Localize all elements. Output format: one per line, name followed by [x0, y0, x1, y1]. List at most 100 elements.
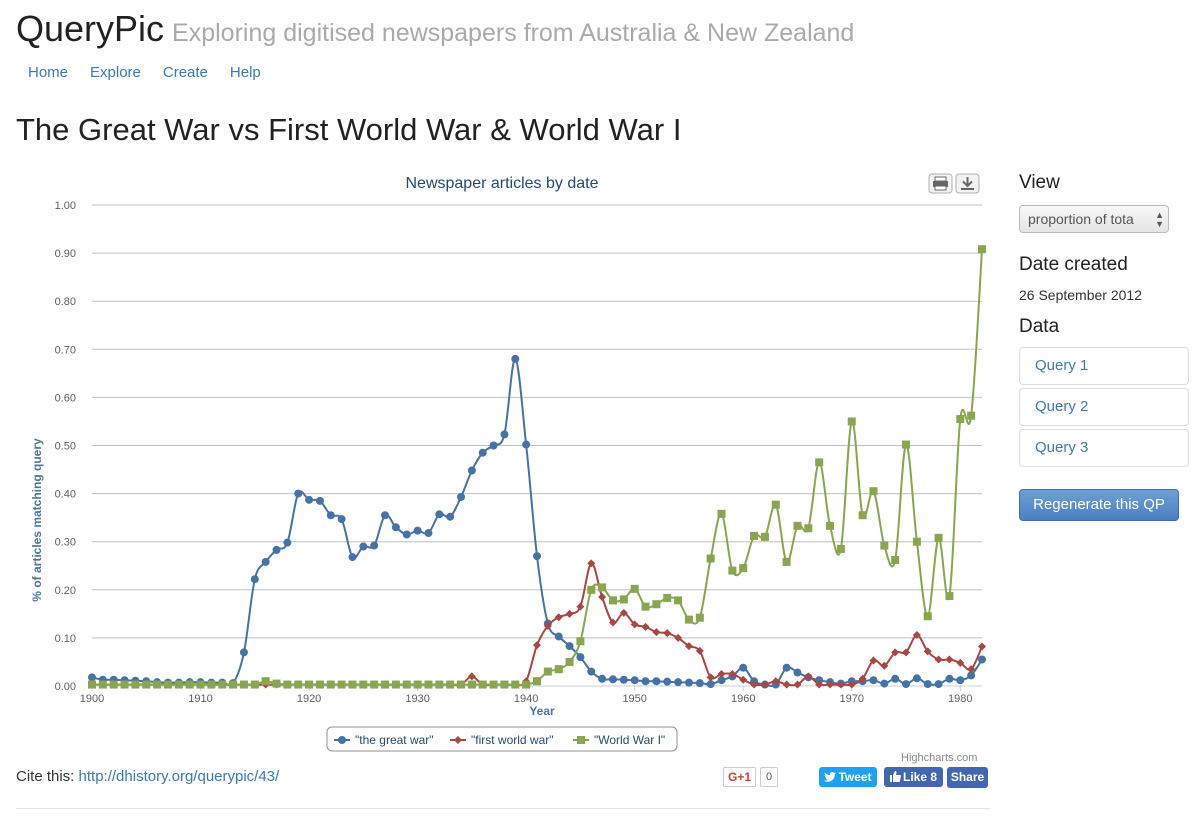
- data-point: [706, 554, 715, 563]
- data-point: [684, 642, 693, 651]
- nav-create-link[interactable]: Create: [162, 64, 208, 81]
- data-point: [923, 647, 932, 656]
- chart-series: [88, 245, 986, 689]
- data-point: [674, 596, 683, 605]
- data-point: [717, 676, 726, 685]
- legend-item-world-war-i[interactable]: "World War I": [573, 733, 665, 747]
- y-tick-label: 0.00: [55, 681, 76, 693]
- data-point: [630, 584, 639, 593]
- data-point: [543, 667, 552, 676]
- data-point: [869, 676, 878, 685]
- data-point: [912, 631, 921, 640]
- date-created-heading: Date created: [1019, 254, 1128, 275]
- data-point: [750, 531, 759, 540]
- nav-explore-link[interactable]: Explore: [90, 64, 141, 81]
- data-point: [945, 592, 954, 601]
- data-point: [326, 680, 335, 689]
- data-point: [598, 583, 607, 592]
- data-point: [652, 677, 661, 686]
- data-point: [902, 648, 911, 657]
- data-point: [652, 600, 661, 609]
- data-point: [294, 489, 303, 498]
- data-point: [880, 661, 889, 670]
- query-2-link[interactable]: Query 2: [1019, 388, 1189, 426]
- nav-help-link[interactable]: Help: [229, 64, 261, 81]
- data-point: [467, 672, 476, 681]
- data-point: [381, 511, 390, 520]
- data-point: [359, 680, 368, 689]
- cite-url-link[interactable]: http://dhistory.org/querypic/43/: [78, 768, 280, 785]
- data-point: [196, 680, 205, 689]
- data-point: [847, 417, 856, 426]
- data-point: [793, 668, 802, 677]
- data-point: [261, 557, 270, 566]
- gplus-button[interactable]: G+1: [723, 767, 757, 787]
- data-point: [967, 411, 976, 420]
- line-chart: Newspaper articles by date 1900 1910 1920 1…: [16, 165, 996, 765]
- data-point: [120, 680, 129, 689]
- data-point: [978, 642, 986, 651]
- tweet-button[interactable]: Tweet: [819, 767, 877, 787]
- data-point: [565, 642, 574, 651]
- y-tick-label: 0.20: [55, 585, 76, 597]
- chart-background: [16, 165, 996, 765]
- data-point: [771, 500, 780, 509]
- nav-home-link[interactable]: Home: [28, 64, 69, 81]
- data-point: [858, 511, 867, 520]
- data-point: [142, 680, 151, 689]
- data-point: [533, 552, 541, 561]
- data-point: [684, 678, 693, 687]
- data-point: [305, 495, 314, 504]
- x-tick-label: 1970: [840, 693, 864, 705]
- data-point: [967, 665, 976, 674]
- x-tick-label: 1900: [80, 693, 104, 705]
- data-point: [348, 553, 357, 562]
- data-point: [413, 526, 422, 535]
- data-point: [695, 646, 704, 655]
- data-point: [750, 680, 759, 689]
- data-point: [272, 545, 281, 554]
- data-point: [359, 542, 368, 551]
- data-point: [630, 620, 639, 629]
- y-axis-label: % of articles matching query: [30, 438, 44, 602]
- data-point: [674, 678, 683, 687]
- view-select[interactable]: proportion of tota ▲ ▼: [1019, 205, 1169, 233]
- data-point: [902, 680, 911, 689]
- data-point: [771, 677, 780, 686]
- chart-legend: "the great war" "first world war" "World…: [326, 726, 678, 752]
- facebook-like-button[interactable]: Like 8: [884, 767, 943, 787]
- data-point: [760, 680, 769, 689]
- data-point: [478, 680, 487, 689]
- download-icon: [961, 177, 974, 190]
- data-point: [576, 653, 585, 662]
- app-tagline: Exploring digitised newspapers from Aust…: [172, 19, 855, 47]
- cite-label: Cite this:: [16, 768, 75, 785]
- site-header: QueryPic Exploring digitised newspapers f…: [16, 8, 854, 50]
- data-point: [630, 676, 639, 685]
- app-name[interactable]: QueryPic: [16, 8, 165, 49]
- view-select-value: proportion of tota: [1028, 211, 1134, 227]
- data-point: [402, 680, 411, 689]
- data-point: [912, 537, 921, 546]
- facebook-thumb-icon: [889, 771, 901, 782]
- data-point: [891, 648, 900, 657]
- data-point: [402, 530, 411, 539]
- data-point: [229, 680, 238, 689]
- legend-item-first-world-war[interactable]: "first world war": [450, 733, 554, 747]
- tweet-label: Tweet: [838, 770, 872, 784]
- legend-item-the-great-war[interactable]: "the great war": [334, 733, 434, 747]
- query-1-link[interactable]: Query 1: [1019, 347, 1189, 385]
- data-point: [467, 680, 476, 689]
- download-button[interactable]: [955, 173, 980, 194]
- data-point: [250, 680, 259, 689]
- data-point: [967, 671, 976, 680]
- data-point: [923, 612, 932, 621]
- query-3-link[interactable]: Query 3: [1019, 429, 1189, 467]
- regenerate-button[interactable]: Regenerate this QP: [1019, 489, 1179, 521]
- facebook-share-button[interactable]: Share: [947, 767, 988, 788]
- data-point: [739, 675, 748, 684]
- highcharts-credit[interactable]: Highcharts.com: [901, 752, 978, 764]
- print-button[interactable]: [928, 173, 953, 194]
- data-point: [695, 613, 704, 622]
- data-point: [869, 656, 878, 665]
